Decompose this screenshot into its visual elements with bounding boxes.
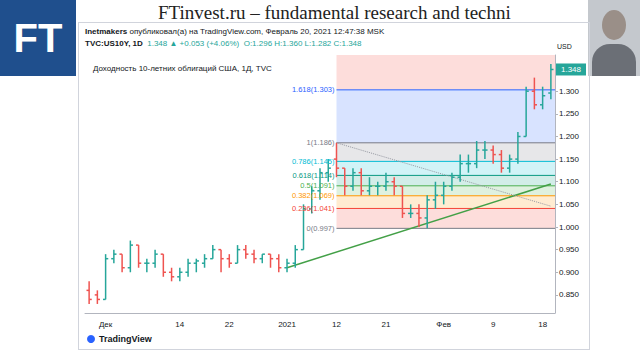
svg-text:1.050: 1.050	[559, 200, 580, 209]
html-text:FT: FT	[13, 15, 63, 60]
svg-text:0.618(1.114): 0.618(1.114)	[293, 171, 335, 180]
svg-text:22: 22	[225, 320, 234, 329]
svg-text:TVC:US10Y, 1D: TVC:US10Y, 1D	[85, 39, 143, 48]
html-text:FTinvest.ru – fundamental rese: FTinvest.ru – fundamental research and t…	[158, 2, 511, 23]
svg-text:TradingView: TradingView	[99, 334, 153, 344]
svg-text:Дек: Дек	[99, 320, 113, 329]
svg-text:1.150: 1.150	[559, 155, 580, 164]
svg-text:0.950: 0.950	[559, 245, 580, 254]
svg-text:0.236(1.041): 0.236(1.041)	[292, 204, 335, 213]
svg-text:1.348: 1.348	[561, 65, 582, 74]
svg-text:21: 21	[382, 320, 391, 329]
svg-text:Доходность 10-летних облигаций: Доходность 10-летних облигаций США, 1Д, …	[93, 64, 272, 73]
svg-text:Inetmakers: Inetmakers	[85, 27, 128, 36]
svg-text:0.786(1.145): 0.786(1.145)	[292, 157, 335, 166]
svg-text:0.900: 0.900	[559, 268, 580, 277]
svg-text:USD: USD	[557, 43, 572, 50]
svg-text:1.200: 1.200	[559, 132, 580, 141]
svg-text:14: 14	[175, 320, 184, 329]
svg-text:12: 12	[332, 320, 341, 329]
svg-text:1.250: 1.250	[559, 109, 580, 118]
svg-text:1.100: 1.100	[559, 177, 580, 186]
svg-text:Фев: Фев	[436, 320, 451, 329]
svg-text:1(1.186): 1(1.186)	[307, 138, 335, 147]
svg-text:опубликовал(а) на TradingView.: опубликовал(а) на TradingView.com, Февра…	[129, 27, 384, 36]
svg-text:0.5(1.091): 0.5(1.091)	[300, 181, 335, 190]
svg-text:1.000: 1.000	[559, 223, 580, 232]
svg-text:1.300: 1.300	[559, 87, 580, 96]
svg-text:1.348 ▲ +0.053 (+4.06%): 1.348 ▲ +0.053 (+4.06%)	[147, 39, 239, 48]
svg-text:18: 18	[538, 320, 547, 329]
svg-text:9: 9	[491, 320, 496, 329]
svg-text:2021: 2021	[278, 320, 296, 329]
svg-text:1.618(1.303): 1.618(1.303)	[292, 85, 335, 94]
svg-text:0.850: 0.850	[559, 290, 580, 299]
svg-text:0.382(1.069): 0.382(1.069)	[292, 191, 335, 200]
svg-text:O:1.296 H:1.360 L:1.282 C:1.34: O:1.296 H:1.360 L:1.282 C:1.348	[244, 39, 362, 48]
svg-text:0(0.997): 0(0.997)	[307, 224, 335, 233]
